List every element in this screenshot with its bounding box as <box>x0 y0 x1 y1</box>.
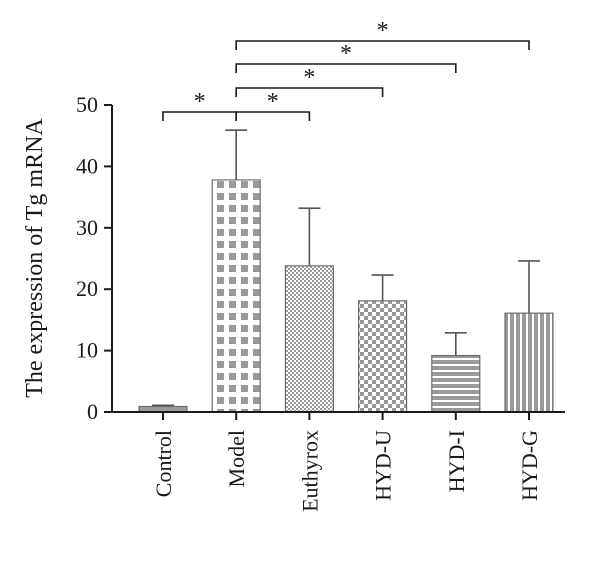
x-axis: Control Model Euthyrox HYD-U HYD-I HYD-G <box>112 411 565 512</box>
y-axis-label: The expression of Tg mRNA <box>22 118 48 398</box>
significance-star: * <box>303 65 315 91</box>
significance-star: * <box>377 18 389 44</box>
y-tick-label: 40 <box>76 153 98 178</box>
x-tick-label: HYD-U <box>371 430 396 501</box>
significance-bracket <box>235 63 457 73</box>
significance-bracket <box>235 87 384 97</box>
y-tick-label: 0 <box>87 399 98 424</box>
x-tick-label: HYD-G <box>517 430 542 501</box>
x-tick-label: Model <box>224 430 249 487</box>
y-tick-label: 20 <box>76 276 98 301</box>
bar-model <box>211 179 261 413</box>
y-axis: 0 10 20 30 40 50 <box>76 92 113 424</box>
significance-star: * <box>194 89 206 115</box>
bar-hyd-u <box>358 300 408 413</box>
y-tick-label: 30 <box>76 215 98 240</box>
error-bars <box>152 129 540 407</box>
bar-euthyrox <box>284 265 334 413</box>
y-tick-label: 10 <box>76 338 98 363</box>
significance-bracket <box>235 40 530 50</box>
significance-bracket <box>235 111 311 121</box>
significance-brackets: * * * * * <box>162 18 530 121</box>
x-tick-label: Euthyrox <box>297 430 322 512</box>
bar-hyd-i <box>431 354 481 413</box>
significance-star: * <box>340 41 352 67</box>
x-tick-label: HYD-I <box>444 430 469 492</box>
bar-hyd-g <box>504 312 554 413</box>
bars <box>138 179 554 413</box>
y-tick-label: 50 <box>76 92 98 117</box>
significance-star: * <box>267 89 279 115</box>
x-tick-label: Control <box>151 430 176 497</box>
